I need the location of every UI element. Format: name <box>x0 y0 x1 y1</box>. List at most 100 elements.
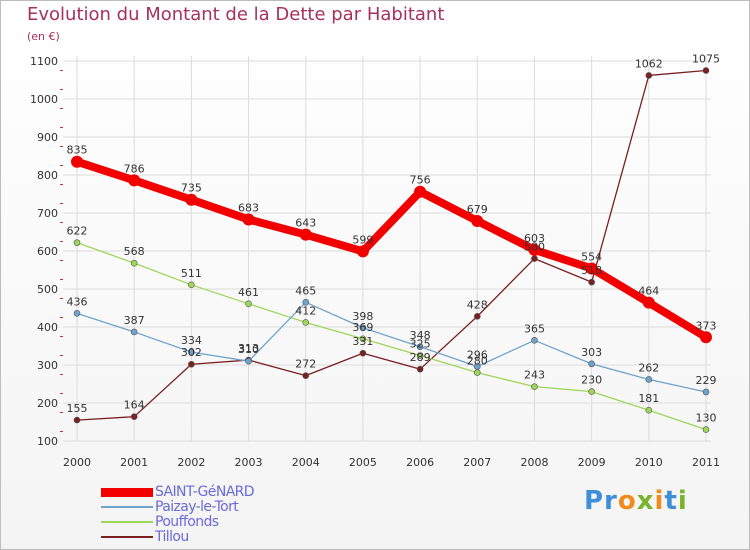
series-line-tillou <box>76 69 707 421</box>
data-label-paizay-le-tort: 229 <box>696 374 717 387</box>
data-point-tillou <box>588 278 595 286</box>
data-point-tillou <box>73 416 81 424</box>
data-label-pouffonds: 130 <box>696 412 717 425</box>
data-point-tillou <box>416 365 424 373</box>
data-label-tillou: 272 <box>295 358 316 371</box>
data-label-pouffonds: 325 <box>410 338 431 351</box>
data-point-pouffonds <box>588 388 595 395</box>
data-label-saint-genard: 464 <box>638 285 659 298</box>
data-label-saint-genard: 603 <box>524 232 545 245</box>
data-label-paizay-le-tort: 365 <box>524 322 545 335</box>
legend-item-pouffonds: Pouffonds <box>101 514 361 530</box>
legend-item-tillou: Tillou <box>101 529 361 545</box>
data-label-paizay-le-tort: 436 <box>67 295 88 308</box>
data-point-paizay-le-tort <box>245 357 252 365</box>
data-label-pouffonds: 243 <box>524 369 545 382</box>
data-point-tillou <box>702 67 710 74</box>
x-tick-label-2005: 2005 <box>349 456 377 469</box>
legend-label-tillou: Tillou <box>155 529 189 545</box>
data-point-paizay-le-tort <box>73 310 81 317</box>
data-label-saint-genard: 643 <box>295 217 316 230</box>
y-tick-label-600: 600 <box>37 245 58 258</box>
data-point-pouffonds <box>245 300 252 308</box>
x-tick-label-2001: 2001 <box>120 456 148 469</box>
y-tick-label-200: 200 <box>37 397 58 410</box>
data-point-pouffonds <box>359 335 367 343</box>
data-label-pouffonds: 511 <box>181 267 202 280</box>
data-label-saint-genard: 835 <box>67 144 88 157</box>
y-tick-label-400: 400 <box>37 321 58 334</box>
y-tick-label-1100: 1100 <box>30 55 58 68</box>
data-point-saint-genard <box>585 262 598 275</box>
data-label-paizay-le-tort: 465 <box>295 284 316 297</box>
data-point-saint-genard <box>185 193 198 206</box>
data-label-saint-genard: 373 <box>696 319 717 332</box>
series-line-pouffonds <box>76 242 707 431</box>
data-label-paizay-le-tort: 334 <box>181 334 202 347</box>
data-point-paizay-le-tort <box>702 388 710 396</box>
x-tick-label-2011: 2011 <box>692 456 720 469</box>
data-label-pouffonds: 181 <box>638 392 659 405</box>
x-tick-label-2010: 2010 <box>635 456 663 469</box>
data-point-pouffonds <box>531 383 538 390</box>
data-point-saint-genard <box>128 174 141 187</box>
data-point-paizay-le-tort <box>359 324 367 332</box>
data-label-saint-genard: 683 <box>238 201 259 214</box>
x-tick-label-2000: 2000 <box>63 456 91 469</box>
data-point-saint-genard <box>414 185 427 198</box>
series-line-paizay-le-tort <box>76 301 707 393</box>
data-point-tillou <box>188 360 195 368</box>
y-tick-label-500: 500 <box>37 283 58 296</box>
data-point-paizay-le-tort <box>302 298 310 306</box>
data-label-tillou: 164 <box>124 399 145 412</box>
x-tick-label-2003: 2003 <box>235 456 263 469</box>
data-point-pouffonds <box>73 239 81 246</box>
chart-title: Evolution du Montant de la Dette par Hab… <box>27 4 445 25</box>
data-label-pouffonds: 461 <box>238 286 259 299</box>
data-point-paizay-le-tort <box>416 343 424 351</box>
x-tick-label-2006: 2006 <box>406 456 434 469</box>
legend-item-paizay-le-tort: Paizay-le-Tort <box>101 499 361 515</box>
legend-swatch-pouffonds <box>101 521 153 523</box>
data-label-paizay-le-tort: 348 <box>410 329 431 342</box>
data-label-pouffonds: 622 <box>67 225 88 238</box>
data-point-saint-genard <box>642 296 655 309</box>
data-point-saint-genard <box>528 243 541 256</box>
y-tick-label-1000: 1000 <box>30 93 58 106</box>
data-label-tillou: 580 <box>524 241 545 254</box>
data-label-paizay-le-tort: 310 <box>238 343 259 356</box>
data-point-pouffonds <box>302 319 310 326</box>
data-label-saint-genard: 786 <box>124 162 145 175</box>
data-label-pouffonds: 230 <box>581 374 602 387</box>
proxiti-logo: Proxiti <box>584 486 688 516</box>
data-point-pouffonds <box>645 406 653 414</box>
legend-label-saint-genard: SAINT-GéNARD <box>155 484 255 500</box>
data-point-saint-genard <box>471 214 484 227</box>
series-line-saint-genard <box>75 157 709 341</box>
legend-swatch-tillou <box>101 536 153 538</box>
data-point-saint-genard <box>356 245 369 258</box>
data-label-pouffonds: 369 <box>352 321 373 334</box>
data-label-tillou: 313 <box>238 342 259 355</box>
data-label-tillou: 289 <box>410 351 431 364</box>
data-label-saint-genard: 756 <box>410 174 431 187</box>
y-tick-label-300: 300 <box>37 359 58 372</box>
data-point-tillou <box>359 349 367 357</box>
data-point-pouffonds <box>130 259 138 267</box>
data-label-tillou: 518 <box>581 264 602 277</box>
legend-swatch-paizay-le-tort <box>101 506 153 508</box>
data-point-paizay-le-tort <box>645 376 653 383</box>
data-label-saint-genard: 679 <box>467 203 488 216</box>
data-point-saint-genard <box>299 228 312 241</box>
data-label-tillou: 155 <box>67 402 88 415</box>
data-label-saint-genard: 735 <box>181 182 202 195</box>
data-label-paizay-le-tort: 296 <box>467 349 488 362</box>
data-label-tillou: 1075 <box>692 53 720 66</box>
legend-label-paizay-le-tort: Paizay-le-Tort <box>155 499 239 515</box>
data-label-pouffonds: 280 <box>467 355 488 368</box>
data-label-pouffonds: 412 <box>295 304 316 317</box>
data-label-pouffonds: 568 <box>124 245 145 258</box>
y-tick-label-800: 800 <box>37 169 58 182</box>
